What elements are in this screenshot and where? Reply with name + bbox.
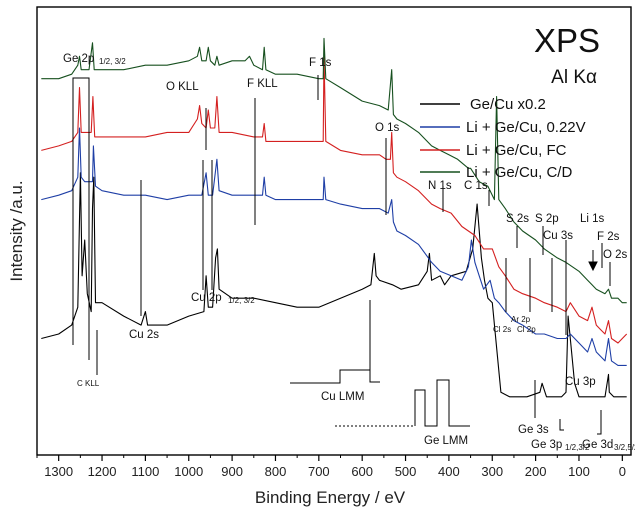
label-f1s: F 1s — [309, 57, 332, 69]
x-tick-label-11: 200 — [525, 464, 547, 479]
label-o2s: O 2s — [603, 249, 628, 261]
label-ge3d: Ge 3d — [582, 439, 613, 451]
ge2p-bracket — [72, 77, 90, 88]
label-cl2s: Cl 2s — [493, 325, 511, 334]
label-n1s: N 1s — [428, 180, 452, 192]
x-tick-label-13: 0 — [619, 464, 626, 479]
x-tick-label-8: 500 — [395, 464, 417, 479]
label-fkll: F KLL — [247, 78, 278, 90]
ge3d-bracket — [597, 430, 602, 435]
x-tick-label-1: 1200 — [88, 464, 117, 479]
chart-title: XPS — [534, 22, 600, 59]
label-ge3p: Ge 3p — [531, 439, 562, 451]
peak-markers — [72, 75, 611, 435]
label-culmm: Cu LMM — [321, 391, 364, 403]
label-ge3p-sub: 1/2,3/2 — [565, 443, 590, 452]
x-axis-ticks: 1300 1200 1100 1000 900 800 700 600 500 400 300 200… — [36, 455, 626, 479]
x-axis-title: Binding Energy / eV — [255, 488, 406, 507]
label-o1s: O 1s — [375, 122, 400, 134]
label-gelmm: Ge LMM — [424, 435, 468, 447]
x-tick-label-7: 600 — [351, 464, 373, 479]
label-cu3p: Cu 3p — [565, 376, 596, 388]
x-tick-label-6: 700 — [308, 464, 330, 479]
ge3p-bracket — [559, 419, 564, 431]
series-line-0 — [41, 172, 627, 398]
label-ge2p: Ge 2p — [63, 53, 94, 65]
label-f2s: F 2s — [597, 231, 620, 243]
legend-label-ge-cu: Ge/Cu x0.2 — [470, 96, 546, 113]
legend-label-li-cd: Li + Ge/Cu, C/D — [466, 164, 572, 181]
x-tick-label-5: 800 — [265, 464, 287, 479]
x-tick-label-2: 1100 — [131, 464, 159, 479]
label-ge3s: Ge 3s — [518, 424, 549, 436]
legend: Ge/Cu x0.2 Li + Ge/Cu, 0.22V Li + Ge/Cu,… — [420, 96, 586, 181]
x-tick-label-4: 900 — [221, 464, 243, 479]
label-okll: O KLL — [166, 81, 199, 93]
x-tick-label-3: 1000 — [174, 464, 203, 479]
plot-frame — [36, 6, 632, 456]
ge-lmm-bracket — [414, 379, 470, 427]
peak-labels: Ge 2p 1/2, 3/2 O KLL F KLL F 1s O 1s N 1… — [63, 53, 635, 452]
series-line-1 — [41, 127, 627, 366]
x-tick-label-0: 1300 — [44, 464, 73, 479]
label-ge3d-sub: 3/2,5/2 — [614, 443, 635, 452]
x-tick-label-12: 100 — [568, 464, 590, 479]
series-line-2 — [41, 55, 628, 344]
label-ckll: C KLL — [77, 379, 100, 388]
label-s2p: S 2p — [535, 213, 559, 225]
label-cu3s: Cu 3s — [543, 230, 573, 242]
label-cl2p: Cl 2p — [517, 325, 536, 334]
label-c1s: C 1s — [464, 180, 488, 192]
label-s2s: S 2s — [506, 213, 529, 225]
chart-subtitle: Al Kα — [551, 67, 597, 88]
label-ar2p: Ar 2p — [511, 315, 531, 324]
label-cu2p-sub: 1/2, 3/2 — [228, 296, 255, 305]
label-cu2s: Cu 2s — [129, 329, 159, 341]
cu-lmm-bracket — [290, 369, 380, 384]
label-cu2p: Cu 2p — [191, 292, 222, 304]
legend-label-li-022v: Li + Ge/Cu, 0.22V — [466, 119, 586, 136]
legend-label-li-fc: Li + Ge/Cu, FC — [466, 142, 567, 159]
x-tick-label-9: 400 — [438, 464, 460, 479]
y-axis-title: Intensity /a.u. — [7, 180, 26, 281]
li1s-arrowhead — [588, 261, 598, 272]
label-li1s: Li 1s — [580, 213, 605, 225]
label-ge2p-sub: 1/2, 3/2 — [99, 57, 126, 66]
x-tick-label-10: 300 — [481, 464, 503, 479]
